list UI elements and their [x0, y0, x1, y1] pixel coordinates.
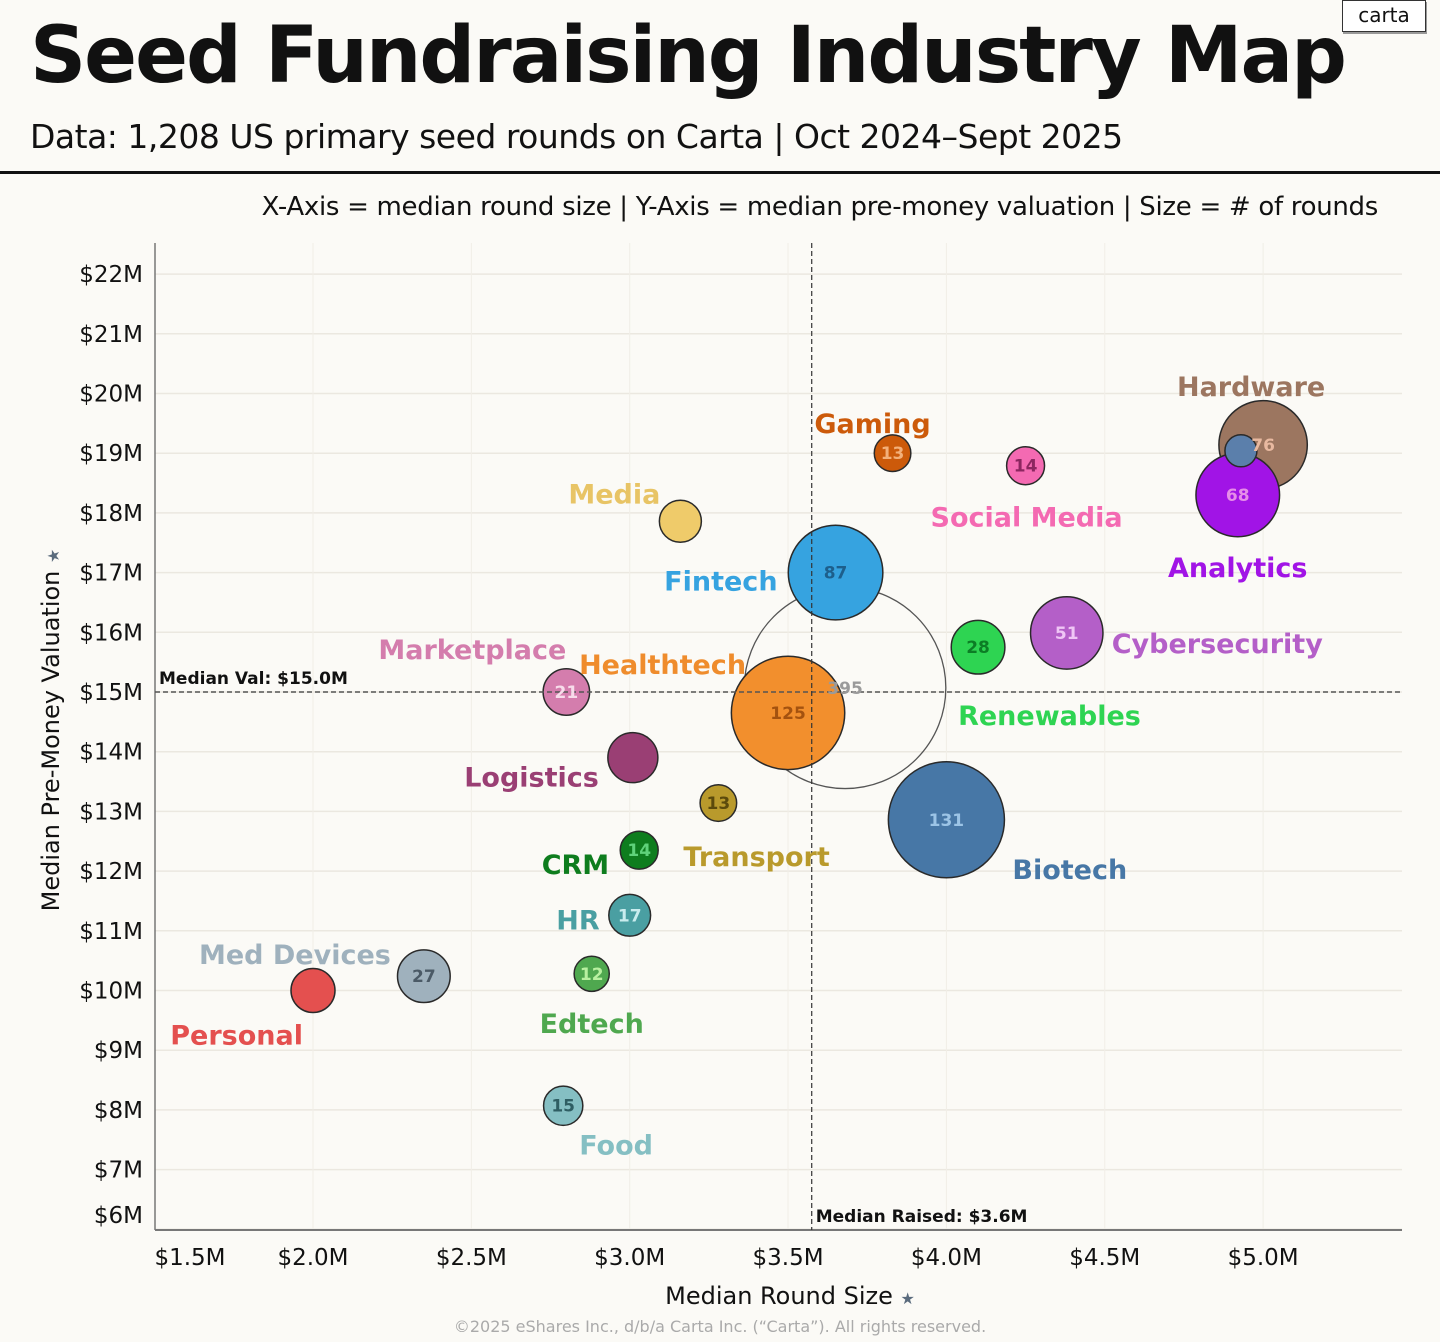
y-tick-label: $18M — [79, 501, 143, 527]
x-axis-title: Median Round Size ★ — [0, 1282, 1440, 1310]
x-tick-label: $1.5M — [154, 1245, 225, 1271]
pin-icon[interactable]: ★ — [900, 1289, 915, 1308]
y-tick-label: $21M — [79, 322, 143, 348]
bubble-transport — [699, 784, 738, 823]
bubble-healthtech — [730, 655, 846, 771]
x-tick-label: $3.0M — [594, 1245, 665, 1271]
bubble-logistics — [607, 731, 659, 784]
median-valuation-label: Median Val: $15.0M — [159, 669, 348, 689]
bubble-biotech — [887, 760, 1006, 879]
industry-label: Biotech — [1012, 855, 1127, 886]
bubbles — [290, 399, 1309, 1127]
reference-lines: Median Val: $15.0M Median Raised: $3.6M — [155, 243, 1402, 1230]
bubble-count-label: 17 — [618, 906, 642, 926]
bubble-count-label: 125 — [770, 704, 806, 724]
industry-label: Fintech — [664, 567, 777, 598]
industry-label: CRM — [542, 850, 609, 881]
y-tick-label: $8M — [94, 1098, 143, 1124]
bubble-personal — [290, 967, 336, 1014]
bubble-count-label: 27 — [412, 967, 436, 987]
page-title: Seed Fundraising Industry Map — [30, 11, 1347, 101]
bubble-unlabeled-blue — [1224, 434, 1258, 468]
bubble-cybersecurity — [1029, 595, 1104, 670]
industry-label: Cybersecurity — [1112, 629, 1323, 660]
y-tick-label: $10M — [79, 979, 143, 1005]
industry-label: Analytics — [1168, 553, 1307, 584]
page-subtitle: Data: 1,208 US primary seed rounds on Ca… — [30, 117, 1123, 156]
bubble-count-label: 14 — [1014, 457, 1038, 477]
x-tick-label: $5.0M — [1228, 1245, 1299, 1271]
bubble-count-label: 87 — [824, 564, 848, 584]
grid-lines — [155, 243, 1402, 1231]
tick-labels: $22M $21M $20M $19M $18M $17M $16M $15M $14M $13M… — [79, 262, 1298, 1271]
industry-label: Marketplace — [378, 635, 566, 666]
bubble-social-media — [1005, 446, 1046, 486]
bubble-count-label: 76 — [1251, 436, 1275, 456]
industry-label: Med Devices — [199, 940, 391, 971]
industry-label: Edtech — [540, 1009, 644, 1040]
y-tick-label: $20M — [79, 382, 143, 408]
industry-label: Hardware — [1177, 372, 1325, 403]
y-tick-label: $6M — [94, 1203, 143, 1229]
bubble-hr — [608, 893, 652, 937]
y-tick-label: $14M — [79, 740, 143, 766]
y-axis-title: Median Pre-Money Valuation ★ — [37, 549, 65, 912]
industry-label: Renewables — [958, 701, 1141, 732]
y-axis-title-text: Median Pre-Money Valuation — [37, 570, 65, 912]
industry-label: Logistics — [464, 763, 599, 794]
bubble-count-label: 13 — [707, 794, 731, 814]
bubble-count-label: 14 — [627, 841, 651, 861]
bubble-count-label: 28 — [966, 638, 990, 658]
bubble-crm — [619, 830, 659, 870]
bubble-count-label: 21 — [555, 683, 579, 703]
x-tick-label: $4.0M — [911, 1245, 982, 1271]
carta-logo: carta — [1342, 0, 1426, 32]
y-tick-label: $7M — [94, 1158, 143, 1184]
title-divider — [0, 171, 1440, 174]
bubble-renewables — [950, 619, 1006, 675]
industry-label: Gaming — [814, 409, 930, 440]
bubble-med-devices — [396, 949, 451, 1004]
y-tick-label: $9M — [94, 1038, 143, 1064]
bubble-count-label: 68 — [1226, 486, 1250, 506]
y-tick-label: $17M — [79, 561, 143, 587]
axes — [154, 243, 1402, 1231]
pin-icon[interactable]: ★ — [44, 548, 63, 563]
y-tick-label: $22M — [79, 262, 143, 288]
bubble-count-label: 51 — [1055, 624, 1079, 644]
industry-label: Transport — [683, 842, 829, 873]
y-tick-label: $19M — [79, 441, 143, 467]
industry-label: Personal — [170, 1021, 303, 1052]
bubble-gaming — [873, 434, 912, 473]
copyright-footer: ©2025 eShares Inc., d/b/a Carta Inc. (“C… — [453, 1317, 987, 1336]
x-tick-label: $3.5M — [753, 1245, 824, 1271]
x-tick-label: $4.5M — [1069, 1245, 1140, 1271]
bubble-count-label: 15 — [551, 1097, 575, 1117]
bubble-count-label: 131 — [929, 811, 965, 831]
bubble-count-label: 13 — [881, 444, 905, 464]
industry-label: Food — [579, 1131, 653, 1162]
y-tick-label: $12M — [79, 859, 143, 885]
bubble-media — [658, 499, 703, 544]
bubble-labels: 395 76 Hardware 68 Analytics 13 Gaming 14 Social… — [170, 372, 1325, 1162]
industry-label: Healthtech — [579, 650, 746, 681]
y-tick-label: $16M — [79, 620, 143, 646]
axis-legend-note: X-Axis = median round size | Y-Axis = me… — [261, 192, 1379, 222]
y-tick-label: $13M — [79, 799, 143, 825]
bubble-edtech — [573, 955, 611, 993]
x-tick-label: $2.0M — [277, 1245, 348, 1271]
y-tick-label: $15M — [79, 680, 143, 706]
median-raised-label: Median Raised: $3.6M — [816, 1207, 1028, 1227]
industry-label: HR — [556, 905, 600, 936]
industry-label: Media — [568, 479, 660, 510]
bubble-count-label: 12 — [580, 965, 604, 985]
bubble-food — [542, 1085, 584, 1127]
industry-label: Social Media — [931, 503, 1123, 534]
x-tick-label: $2.5M — [436, 1245, 507, 1271]
bubble-count-label: 395 — [827, 679, 863, 699]
x-axis-title-text: Median Round Size — [665, 1282, 893, 1310]
y-tick-label: $11M — [79, 919, 143, 945]
